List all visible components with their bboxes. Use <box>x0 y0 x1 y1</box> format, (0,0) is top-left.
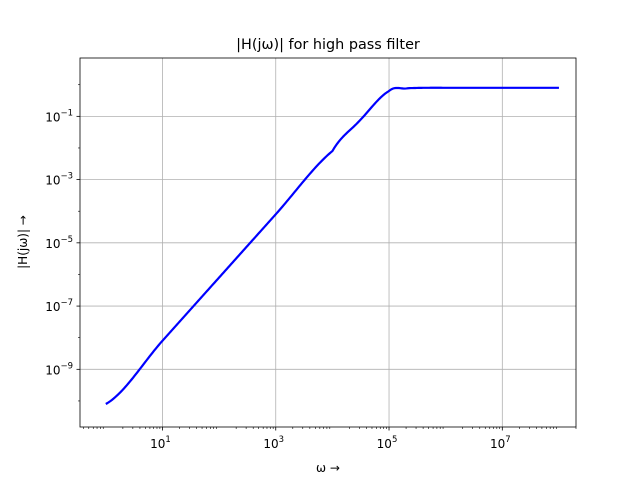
grid-layer <box>80 58 576 427</box>
x-axis-label: ω → <box>316 461 340 475</box>
y-tick-label: 10−3 <box>45 172 73 188</box>
x-tick-label: 101 <box>150 435 171 451</box>
y-tick-label: 10−1 <box>45 108 73 124</box>
series-layer <box>105 86 559 405</box>
chart-title: |H(jω)| for high pass filter <box>236 37 420 53</box>
y-axis-label: |H(jω)| → <box>16 215 30 269</box>
y-tick-label: 10−9 <box>45 361 73 377</box>
series-line <box>105 86 559 405</box>
y-tick-label: 10−5 <box>45 235 73 251</box>
x-tick-label: 107 <box>490 435 511 451</box>
x-tick-label: 103 <box>263 435 284 451</box>
tick-layer: 101 103 105 107 10−9 10−7 10−5 10−3 10−1 <box>45 84 577 451</box>
x-tick-label: 105 <box>377 435 398 451</box>
y-tick-label: 10−7 <box>45 298 73 314</box>
